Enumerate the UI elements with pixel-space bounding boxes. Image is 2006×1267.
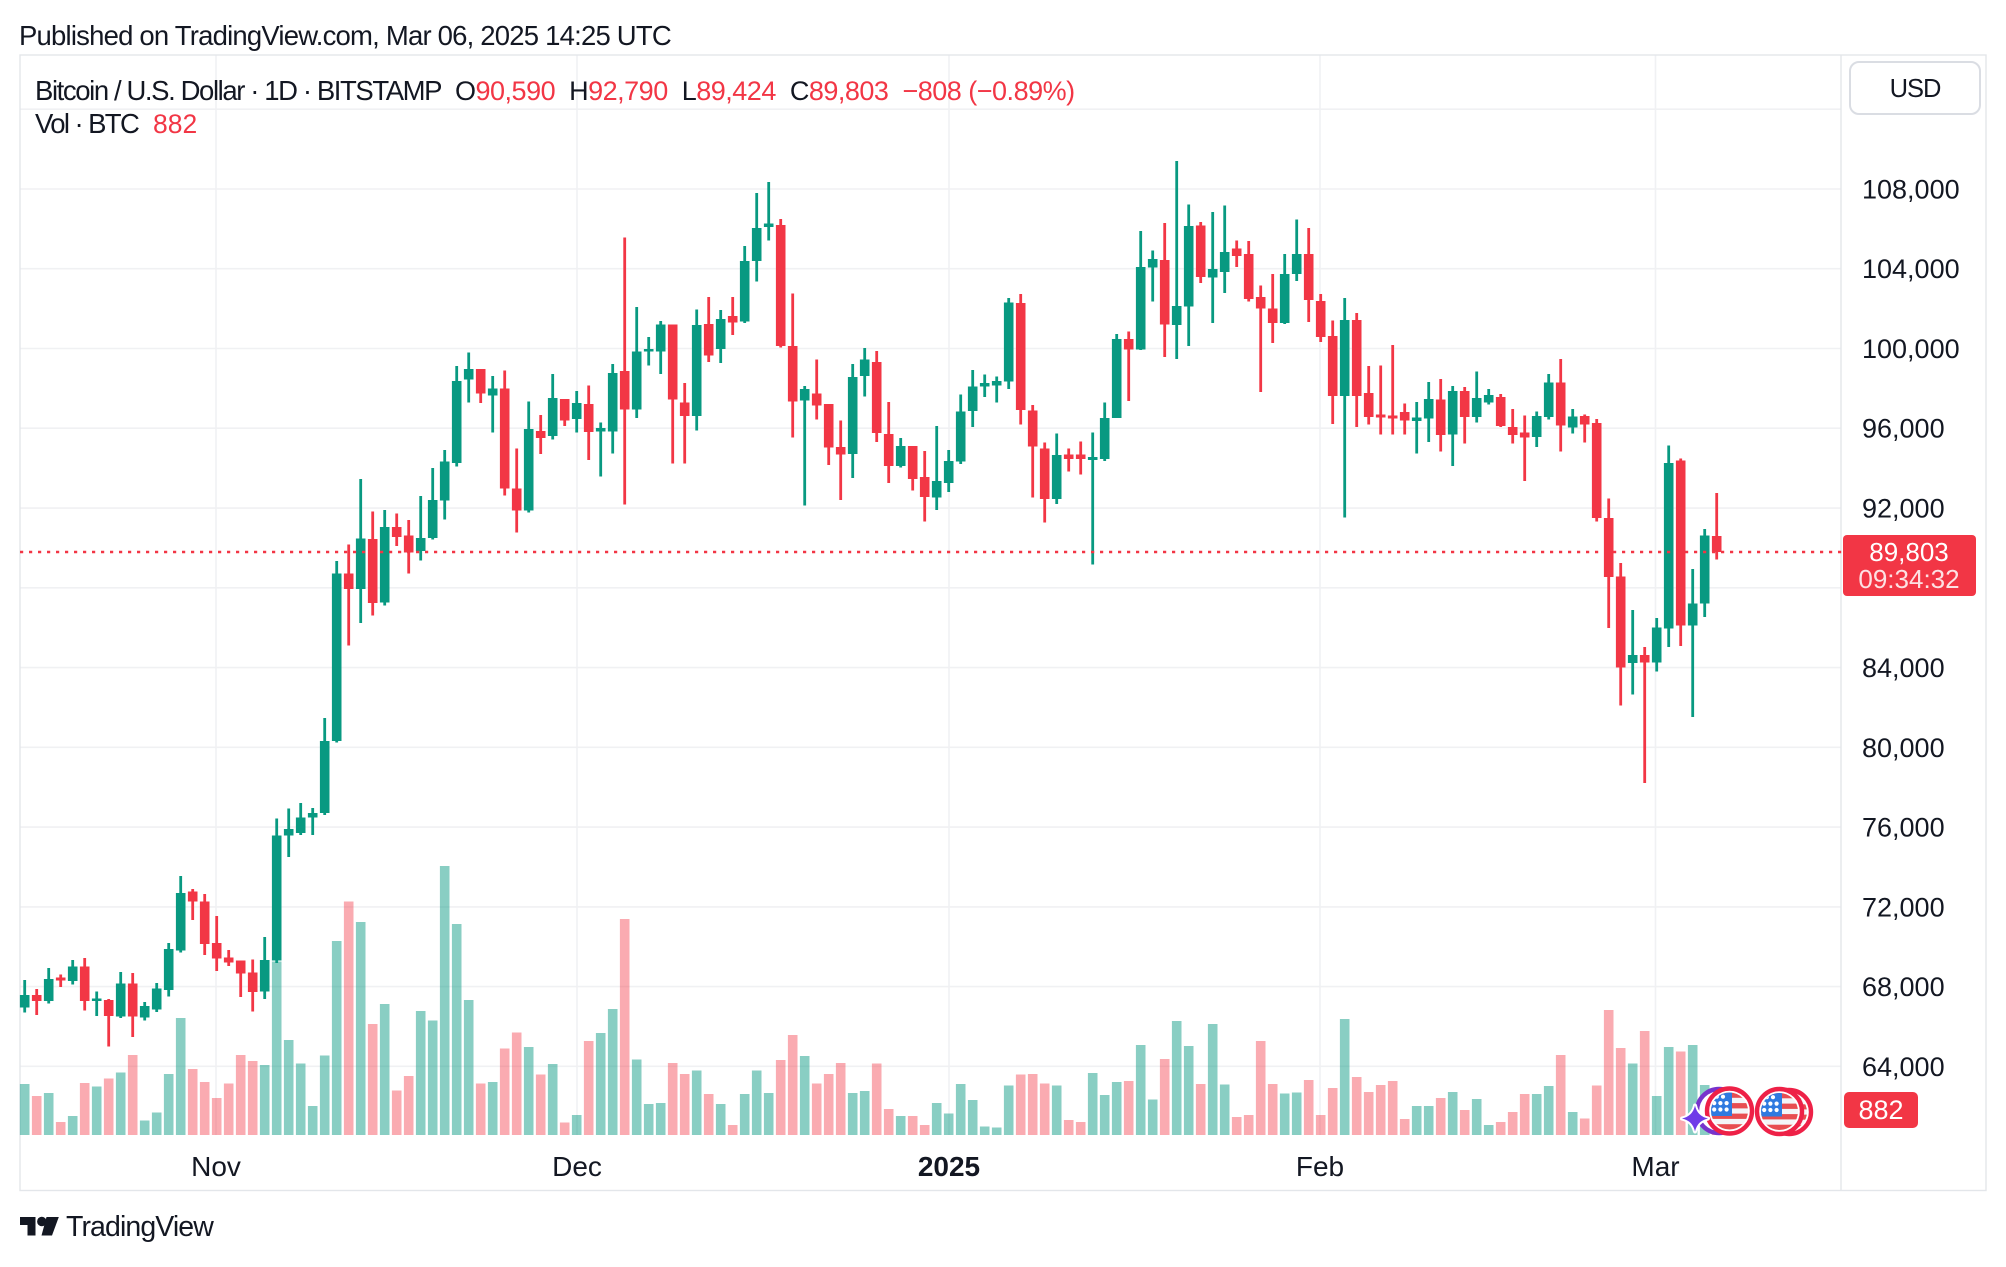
svg-text:89,803: 89,803 — [1869, 537, 1949, 567]
svg-text:92,000: 92,000 — [1862, 494, 1945, 524]
svg-text:108,000: 108,000 — [1862, 175, 1960, 205]
svg-text:76,000: 76,000 — [1862, 813, 1945, 843]
svg-text:09:34:32: 09:34:32 — [1858, 564, 1959, 594]
svg-text:Published on TradingView.com,: Published on TradingView.com, Mar 06, 20… — [19, 20, 671, 51]
svg-text:882: 882 — [1858, 1095, 1903, 1125]
svg-text:Mar: Mar — [1631, 1151, 1679, 1182]
svg-text:2025: 2025 — [918, 1151, 980, 1182]
svg-text:Vol · BTC: Vol · BTC — [35, 108, 139, 139]
svg-text:80,000: 80,000 — [1862, 733, 1945, 763]
svg-text:104,000: 104,000 — [1862, 254, 1960, 284]
svg-text:64,000: 64,000 — [1862, 1052, 1945, 1082]
svg-text:Dec: Dec — [552, 1151, 602, 1182]
svg-text:Bitcoin / U.S. Dollar · 1D · B: Bitcoin / U.S. Dollar · 1D · BITSTAMP — [35, 75, 441, 106]
svg-text:O90,590 H92,790 L89,424 C89: O90,590 H92,790 L89,424 C89,803 −808 (−0… — [455, 76, 1075, 106]
svg-text:100,000: 100,000 — [1862, 334, 1960, 364]
svg-text:USD: USD — [1890, 75, 1941, 103]
svg-text:68,000: 68,000 — [1862, 972, 1945, 1002]
svg-text:84,000: 84,000 — [1862, 653, 1945, 683]
svg-text:Nov: Nov — [191, 1151, 241, 1182]
svg-text:72,000: 72,000 — [1862, 892, 1945, 922]
svg-text:Feb: Feb — [1296, 1151, 1344, 1182]
svg-text:TradingView: TradingView — [66, 1211, 214, 1243]
svg-text:96,000: 96,000 — [1862, 414, 1945, 444]
svg-text:882: 882 — [153, 109, 197, 139]
